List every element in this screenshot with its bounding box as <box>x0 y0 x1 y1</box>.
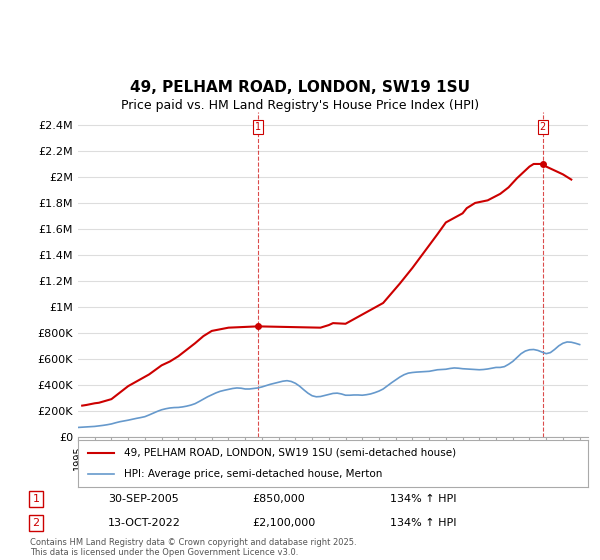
Text: Price paid vs. HM Land Registry's House Price Index (HPI): Price paid vs. HM Land Registry's House … <box>121 99 479 112</box>
Text: 49, PELHAM ROAD, LONDON, SW19 1SU (semi-detached house): 49, PELHAM ROAD, LONDON, SW19 1SU (semi-… <box>124 448 456 458</box>
Text: 2: 2 <box>32 518 40 528</box>
Text: 30-SEP-2005: 30-SEP-2005 <box>108 494 179 504</box>
Text: £850,000: £850,000 <box>252 494 305 504</box>
Text: 49, PELHAM ROAD, LONDON, SW19 1SU: 49, PELHAM ROAD, LONDON, SW19 1SU <box>130 80 470 95</box>
Text: Contains HM Land Registry data © Crown copyright and database right 2025.
This d: Contains HM Land Registry data © Crown c… <box>30 538 356 557</box>
Text: 134% ↑ HPI: 134% ↑ HPI <box>390 494 457 504</box>
Text: 13-OCT-2022: 13-OCT-2022 <box>108 518 181 528</box>
Text: 1: 1 <box>254 122 261 132</box>
Text: 1: 1 <box>32 494 40 504</box>
Text: £2,100,000: £2,100,000 <box>252 518 315 528</box>
Text: HPI: Average price, semi-detached house, Merton: HPI: Average price, semi-detached house,… <box>124 469 382 479</box>
Text: 2: 2 <box>539 122 546 132</box>
Text: 134% ↑ HPI: 134% ↑ HPI <box>390 518 457 528</box>
